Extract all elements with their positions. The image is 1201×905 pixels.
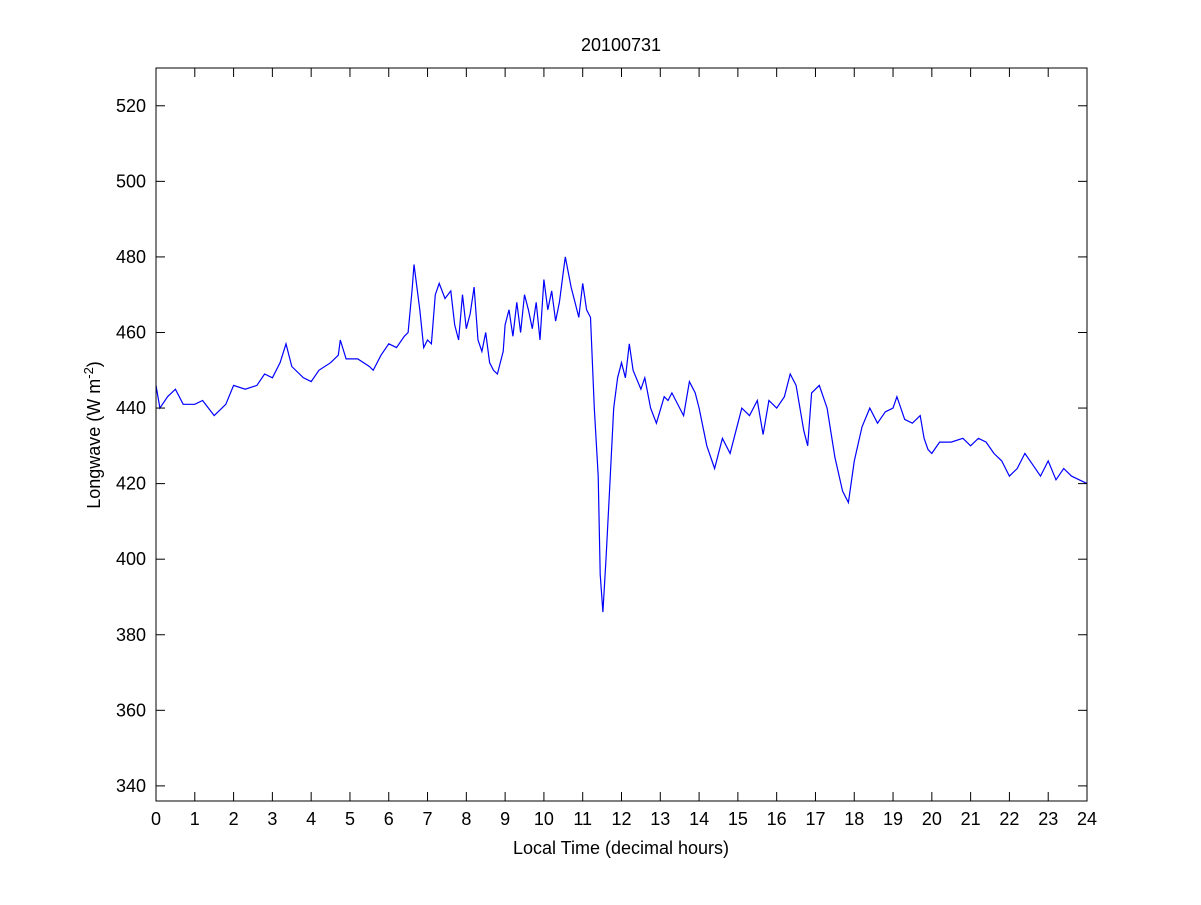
x-tick-label: 0 <box>151 809 161 829</box>
y-axis-label-main: Longwave (W m <box>84 379 104 509</box>
y-tick-label: 460 <box>116 322 146 342</box>
axes-box <box>155 67 1088 802</box>
x-tick-label: 18 <box>844 809 864 829</box>
y-tick-label: 480 <box>116 247 146 267</box>
y-tick-label: 500 <box>116 171 146 191</box>
x-tick-label: 13 <box>650 809 670 829</box>
x-tick-label: 23 <box>1038 809 1058 829</box>
y-tick-label: 380 <box>116 625 146 645</box>
y-tick-label: 400 <box>116 549 146 569</box>
x-tick-label: 10 <box>534 809 554 829</box>
x-tick-label: 1 <box>190 809 200 829</box>
series-line <box>155 256 1088 613</box>
x-tick-label: 19 <box>883 809 903 829</box>
x-tick-label: 17 <box>805 809 825 829</box>
x-axis-label: Local Time (decimal hours) <box>513 838 729 858</box>
x-axis: 0 1 2 3 4 5 6 7 8 9 10 11 12 13 14 15 16 17 18 19 20 21 22 23 24 <box>151 68 1097 829</box>
x-tick-label: 8 <box>461 809 471 829</box>
x-tick-label: 14 <box>689 809 709 829</box>
y-axis-label-sup: -2 <box>81 367 96 379</box>
x-tick-label: 12 <box>611 809 631 829</box>
x-tick-label: 5 <box>345 809 355 829</box>
x-tick-label: 9 <box>500 809 510 829</box>
x-tick-label: 16 <box>767 809 787 829</box>
x-tick-label: 24 <box>1077 809 1097 829</box>
x-tick-label: 6 <box>384 809 394 829</box>
x-tick-label: 3 <box>267 809 277 829</box>
y-tick-label: 420 <box>116 474 146 494</box>
y-axis: 340 360 380 400 420 440 460 480 500 520 <box>116 96 1087 796</box>
x-tick-label: 15 <box>728 809 748 829</box>
y-tick-label: 340 <box>116 776 146 796</box>
plot-area <box>155 256 1088 613</box>
x-tick-label: 21 <box>961 809 981 829</box>
chart-title: 20100731 <box>581 35 661 55</box>
y-axis-label: Longwave (W m-2) <box>81 361 104 509</box>
x-tick-label: 7 <box>423 809 433 829</box>
y-tick-label: 440 <box>116 398 146 418</box>
x-tick-label: 11 <box>573 809 592 829</box>
y-axis-label-end: ) <box>84 361 104 367</box>
x-tick-label: 2 <box>229 809 239 829</box>
x-tick-label: 22 <box>999 809 1019 829</box>
y-tick-label: 360 <box>116 700 146 720</box>
x-tick-label: 20 <box>922 809 942 829</box>
x-tick-label: 4 <box>306 809 316 829</box>
y-tick-label: 520 <box>116 96 146 116</box>
